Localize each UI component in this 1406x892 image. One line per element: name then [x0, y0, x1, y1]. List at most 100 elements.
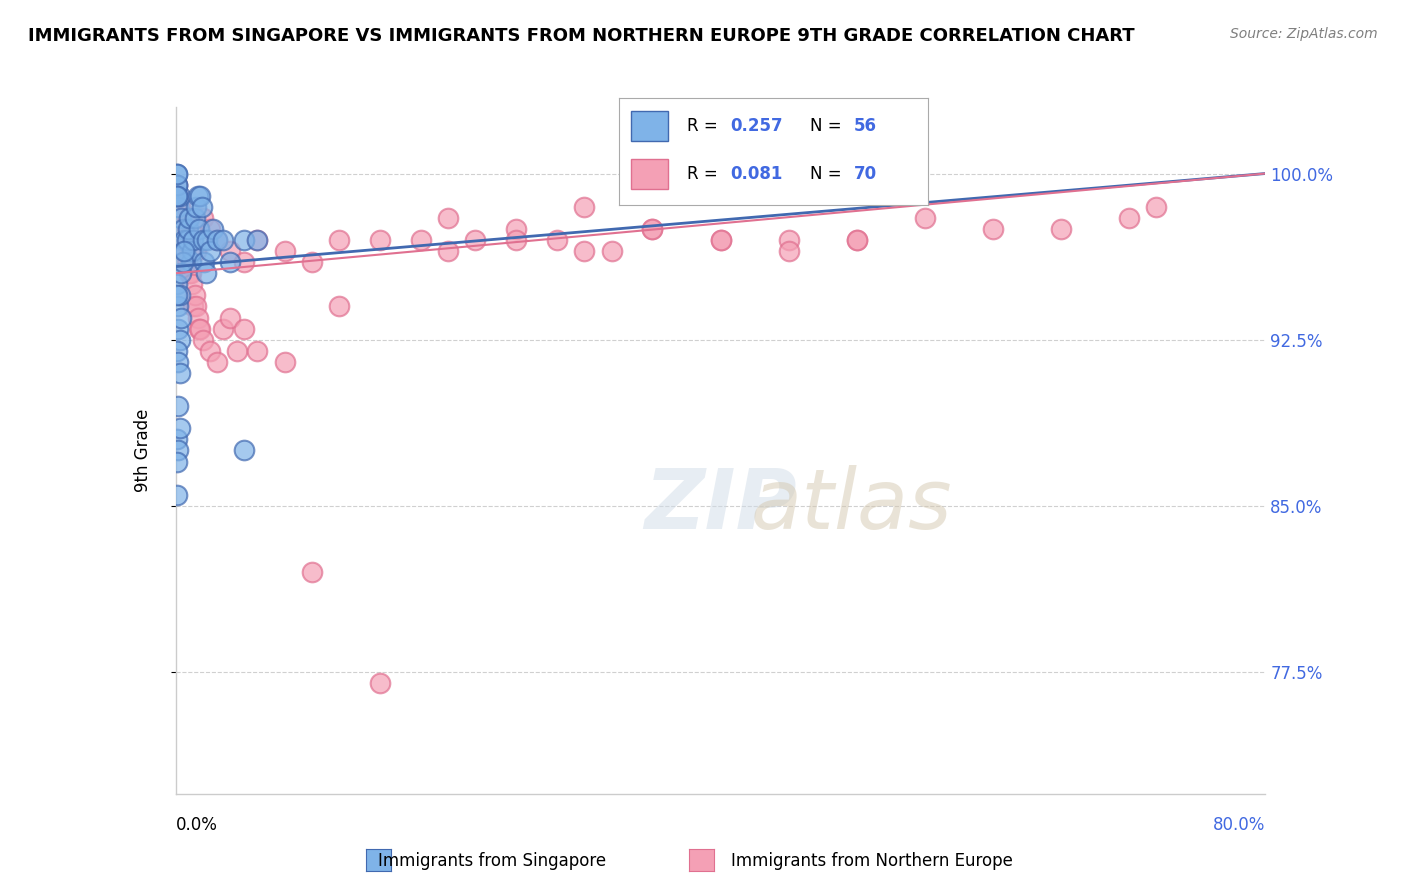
Text: Source: ZipAtlas.com: Source: ZipAtlas.com — [1230, 27, 1378, 41]
Point — [198, 343, 221, 358]
Point — [173, 222, 195, 236]
Point — [177, 222, 200, 236]
Point — [167, 399, 190, 413]
Point — [198, 244, 221, 258]
Point — [212, 321, 235, 335]
Point — [183, 300, 205, 314]
Text: 70: 70 — [853, 165, 877, 183]
Point — [195, 233, 218, 247]
Point — [166, 178, 188, 192]
Point — [226, 343, 249, 358]
Point — [167, 200, 190, 214]
Point — [167, 321, 190, 335]
Point — [166, 167, 188, 181]
Point — [710, 233, 733, 247]
Text: N =: N = — [810, 117, 848, 135]
Point — [169, 233, 191, 247]
Text: R =: R = — [686, 165, 723, 183]
Point — [186, 244, 208, 258]
Text: 80.0%: 80.0% — [1213, 816, 1265, 834]
Point — [179, 266, 201, 280]
Point — [166, 488, 188, 502]
Point — [166, 188, 188, 202]
Point — [167, 222, 190, 236]
Point — [328, 300, 350, 314]
Point — [166, 188, 188, 202]
Point — [188, 321, 211, 335]
Point — [1118, 211, 1140, 225]
Point — [183, 233, 205, 247]
Point — [641, 222, 664, 236]
Point — [177, 233, 200, 247]
Point — [274, 355, 297, 369]
Point — [191, 333, 214, 347]
Point — [187, 222, 209, 236]
Point — [166, 167, 188, 181]
Text: 0.0%: 0.0% — [176, 816, 218, 834]
Point — [232, 321, 254, 335]
Point — [301, 566, 323, 580]
Point — [176, 222, 198, 236]
Point — [173, 244, 195, 258]
Point — [301, 255, 323, 269]
Point — [187, 321, 209, 335]
Text: Immigrants from Singapore: Immigrants from Singapore — [378, 852, 606, 870]
Point — [184, 288, 207, 302]
Point — [166, 188, 188, 202]
Text: Immigrants from Northern Europe: Immigrants from Northern Europe — [731, 852, 1012, 870]
Point — [328, 233, 350, 247]
Point — [180, 266, 202, 280]
Point — [169, 333, 191, 347]
Point — [166, 211, 188, 225]
Point — [981, 222, 1004, 236]
Point — [190, 200, 212, 214]
Point — [191, 211, 214, 225]
Point — [464, 233, 486, 247]
Point — [368, 233, 391, 247]
Point — [172, 255, 194, 269]
Point — [205, 233, 228, 247]
Point — [169, 288, 191, 302]
Point — [181, 244, 204, 258]
Text: R =: R = — [686, 117, 723, 135]
Point — [170, 310, 193, 325]
Point — [172, 222, 194, 236]
Point — [172, 211, 194, 225]
Point — [166, 277, 188, 292]
Point — [914, 211, 936, 225]
FancyBboxPatch shape — [631, 159, 668, 189]
Point — [174, 244, 197, 258]
Point — [201, 222, 224, 236]
Text: N =: N = — [810, 165, 848, 183]
Point — [166, 288, 188, 302]
Point — [546, 233, 568, 247]
Point — [212, 233, 235, 247]
Point — [246, 233, 269, 247]
Point — [232, 443, 254, 458]
Text: 0.081: 0.081 — [730, 165, 782, 183]
Point — [246, 343, 269, 358]
Point — [166, 343, 188, 358]
Point — [169, 200, 191, 214]
Point — [186, 310, 209, 325]
Point — [186, 300, 208, 314]
Point — [181, 277, 204, 292]
Point — [174, 244, 197, 258]
Point — [600, 244, 623, 258]
Point — [167, 300, 190, 314]
Point — [574, 244, 596, 258]
Point — [778, 244, 800, 258]
Text: ZIP: ZIP — [644, 465, 797, 546]
Point — [166, 178, 188, 192]
Y-axis label: 9th Grade: 9th Grade — [134, 409, 152, 492]
Point — [246, 233, 269, 247]
Point — [166, 454, 188, 468]
Point — [845, 233, 868, 247]
Point — [437, 211, 460, 225]
Point — [505, 222, 527, 236]
Text: 56: 56 — [853, 117, 877, 135]
Point — [409, 233, 432, 247]
Point — [194, 266, 217, 280]
Point — [169, 188, 191, 202]
Point — [166, 433, 188, 447]
